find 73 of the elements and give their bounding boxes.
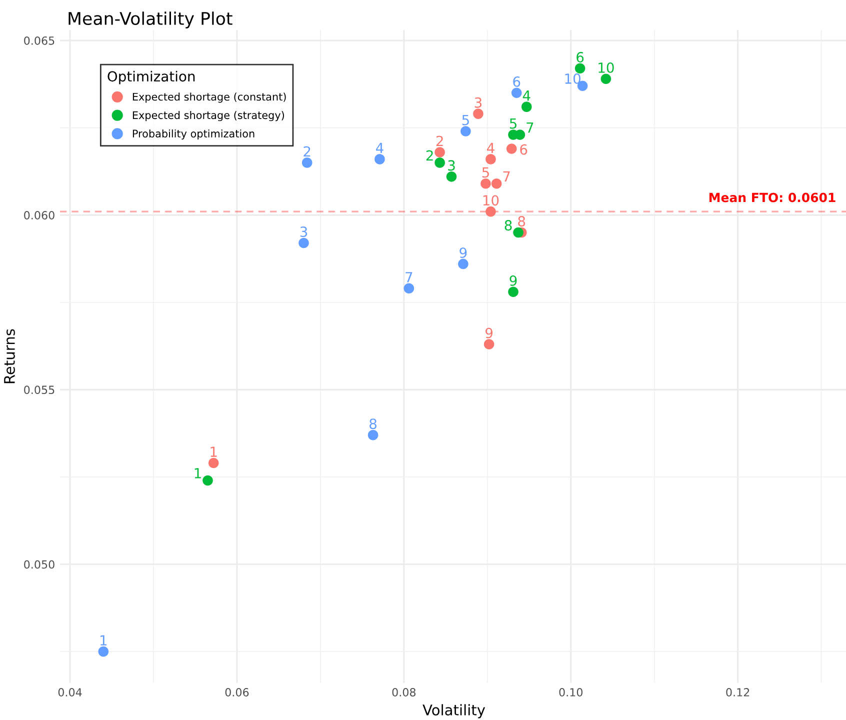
x-tick-label: 0.10 [559, 688, 582, 696]
annotation: 3 [300, 226, 308, 238]
annotation: 3 [474, 97, 482, 108]
y-axis-title: Returns [4, 329, 15, 384]
ref-line-label: Mean FTO: 0.0601 [709, 192, 836, 202]
y-tick-label: 0.060 [24, 211, 54, 220]
y-tick-label: 0.050 [24, 560, 54, 569]
point [600, 74, 612, 84]
annotation: 10 [483, 195, 499, 206]
annotation: 6 [576, 52, 584, 62]
point [302, 158, 312, 168]
annotation: 1 [210, 446, 217, 457]
y-tick-label: 0.065 [24, 36, 54, 45]
point [513, 227, 524, 238]
annotation: 9 [486, 328, 492, 338]
annotation: 2 [426, 150, 433, 161]
annotation: 7 [526, 122, 534, 133]
annotation: 2 [304, 146, 310, 157]
annotation: 6 [513, 76, 520, 87]
legend-label: Probability optimization [132, 129, 254, 140]
annotation: 5 [510, 118, 516, 129]
annotation: 10 [598, 62, 614, 73]
annotation: 9 [510, 275, 517, 286]
point [298, 238, 309, 248]
point [458, 258, 468, 270]
x-tick-label: 0.06 [225, 688, 249, 696]
annotation: 5 [482, 167, 489, 178]
point [368, 430, 378, 440]
annotation: 8 [518, 216, 526, 227]
point [486, 154, 496, 164]
point [446, 172, 457, 182]
point [404, 283, 414, 294]
annotation: 2 [436, 136, 443, 146]
point [460, 126, 471, 136]
point [98, 646, 109, 657]
point [434, 158, 445, 168]
annotation: 8 [504, 220, 512, 231]
point [574, 63, 586, 74]
point [480, 178, 491, 189]
point [521, 102, 532, 112]
x-axis-title: Volatility [422, 704, 486, 718]
point [508, 286, 518, 298]
annotation: 1 [194, 468, 201, 478]
annotation: 5 [462, 114, 469, 126]
legend-label: Expected shortage (strategy) [132, 111, 284, 122]
point [208, 458, 219, 468]
legend-label: Expected shortage (constant) [132, 92, 286, 103]
point [484, 339, 494, 350]
x-tick-label: 0.04 [58, 688, 82, 696]
point [374, 154, 385, 164]
y-tick-label: 0.055 [24, 386, 54, 394]
annotation: 7 [406, 272, 412, 282]
annotation: 9 [460, 247, 467, 258]
legend-title: Optimization [108, 70, 195, 84]
x-tick-label: 0.12 [726, 688, 750, 696]
point [434, 147, 445, 158]
point [202, 475, 213, 486]
point [511, 88, 522, 98]
annotation: 4 [522, 90, 530, 101]
point [473, 108, 484, 119]
annotation: 3 [448, 160, 455, 171]
x-tick-label: 0.08 [392, 688, 416, 696]
annotation: 1 [100, 635, 107, 646]
annotation: 10 [565, 73, 580, 84]
annotation: 7 [503, 171, 510, 182]
point [506, 144, 517, 154]
annotation: 4 [486, 142, 494, 154]
annotation: 8 [370, 418, 376, 430]
annotation: 4 [376, 142, 384, 154]
annotation: 6 [520, 144, 528, 155]
chart-title: Mean-Volatility Plot [68, 12, 232, 28]
point [486, 206, 496, 217]
point [491, 178, 502, 189]
